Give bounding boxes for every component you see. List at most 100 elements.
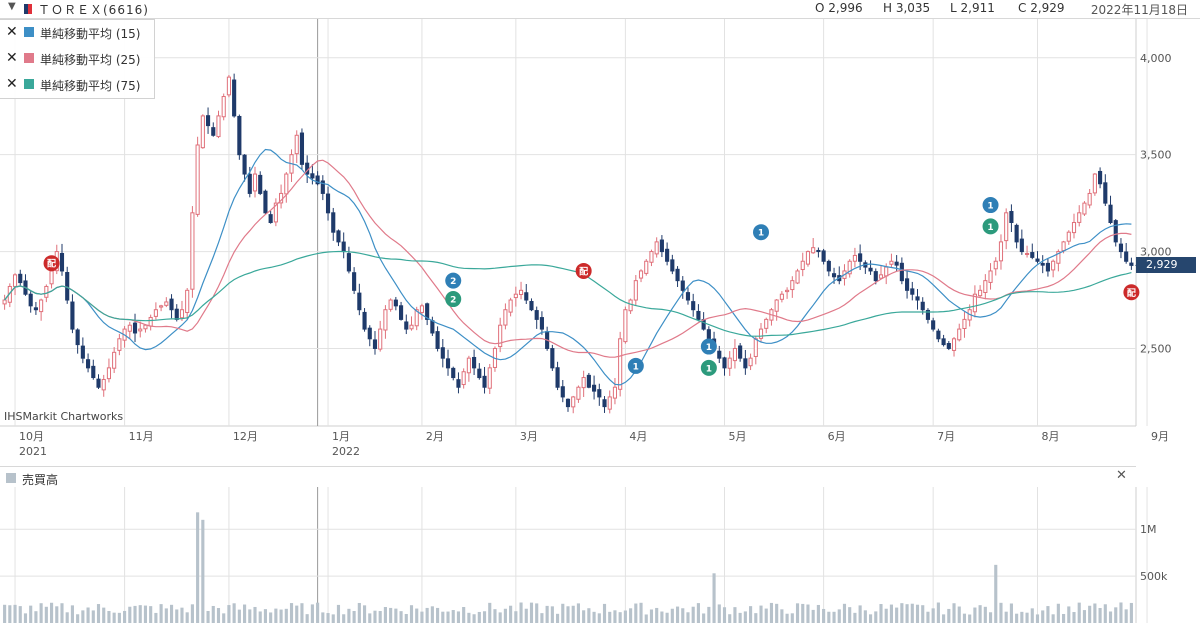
volume-bar bbox=[749, 606, 753, 623]
candle-body bbox=[451, 367, 456, 379]
candle-body bbox=[685, 292, 691, 301]
volume-bar bbox=[196, 512, 200, 623]
candle-body bbox=[86, 359, 91, 369]
volume-bar bbox=[968, 614, 972, 623]
candle-body bbox=[665, 248, 670, 262]
candle-body bbox=[623, 309, 628, 343]
candle-body bbox=[367, 327, 372, 340]
volume-bar bbox=[618, 612, 622, 623]
candle-body bbox=[315, 175, 320, 185]
candle-body bbox=[555, 367, 560, 388]
volume-swatch bbox=[6, 473, 16, 483]
signal-marker bbox=[700, 338, 717, 355]
candle-body bbox=[1092, 173, 1097, 194]
volume-bar bbox=[60, 603, 64, 623]
candle-body bbox=[320, 180, 325, 194]
volume-bar bbox=[978, 605, 982, 623]
volume-bar bbox=[362, 605, 367, 623]
y-tick-label: 3,500 bbox=[1140, 149, 1172, 162]
volume-bar bbox=[733, 607, 737, 623]
volume-bar bbox=[806, 604, 810, 623]
candle-body bbox=[868, 267, 873, 272]
candle-body bbox=[931, 320, 936, 330]
volume-bar bbox=[775, 603, 779, 623]
volume-bar bbox=[420, 611, 424, 623]
remove-indicator-icon[interactable]: ✕ bbox=[6, 50, 18, 66]
candle-body bbox=[1077, 212, 1082, 223]
candle-body bbox=[831, 273, 837, 278]
volume-bar bbox=[128, 606, 132, 623]
volume-bar bbox=[49, 602, 54, 623]
candle-body bbox=[1024, 253, 1030, 256]
candle-body bbox=[925, 309, 931, 320]
candle-body bbox=[185, 289, 190, 313]
candle-body bbox=[179, 309, 185, 319]
volume-bar bbox=[889, 604, 893, 623]
candle-body bbox=[226, 76, 231, 96]
candle-body bbox=[889, 260, 894, 265]
volume-bar bbox=[655, 607, 659, 623]
close-icon[interactable]: ✕ bbox=[1116, 468, 1127, 483]
volume-bar bbox=[436, 607, 440, 623]
candle-body bbox=[805, 251, 811, 265]
volume-bar bbox=[675, 606, 680, 623]
volume-bar bbox=[957, 606, 961, 623]
volume-bar bbox=[1093, 603, 1097, 623]
candle-body bbox=[425, 303, 430, 320]
candle-body bbox=[80, 345, 85, 359]
volume-bar bbox=[936, 602, 940, 623]
candle-body bbox=[362, 311, 367, 330]
volume-bar bbox=[738, 612, 742, 623]
volume-bar bbox=[660, 611, 664, 623]
high-value: H 3,035 bbox=[883, 1, 931, 15]
candle-body bbox=[748, 357, 753, 367]
candle-body bbox=[1071, 222, 1077, 234]
remove-indicator-icon[interactable]: ✕ bbox=[6, 76, 18, 92]
volume-bar bbox=[1077, 602, 1081, 623]
candle-body bbox=[461, 371, 466, 386]
x-tick-label: 9月 bbox=[1151, 430, 1169, 443]
candle-body bbox=[294, 134, 299, 155]
signal-marker bbox=[1123, 284, 1140, 301]
volume-bar bbox=[472, 614, 476, 623]
candle-body bbox=[1066, 231, 1071, 242]
volume-bar bbox=[1067, 606, 1071, 623]
candle-body bbox=[299, 132, 305, 165]
volume-bar bbox=[211, 605, 215, 623]
candle-body bbox=[456, 379, 461, 388]
volume-bar bbox=[164, 608, 168, 623]
candle-body bbox=[513, 293, 518, 299]
volume-bar bbox=[519, 602, 523, 623]
volume-bar bbox=[1035, 614, 1040, 623]
volume-bar bbox=[691, 606, 695, 623]
collapse-triangle-icon[interactable]: ▼ bbox=[8, 1, 16, 12]
y-tick-label: 4,000 bbox=[1140, 52, 1172, 65]
volume-bar bbox=[467, 612, 471, 623]
volume-bar bbox=[1020, 611, 1024, 623]
candle-body bbox=[70, 301, 75, 330]
volume-bar bbox=[1025, 612, 1029, 623]
candle-body bbox=[779, 293, 784, 300]
volume-bar bbox=[399, 611, 403, 623]
symbol-label: ＴＯＲＥＸ(6616) bbox=[38, 3, 149, 17]
candle-body bbox=[96, 378, 101, 388]
volume-bar bbox=[404, 613, 408, 623]
volume-bar bbox=[597, 613, 601, 623]
candle-body bbox=[143, 324, 148, 330]
candle-body bbox=[1118, 243, 1124, 253]
volume-bar bbox=[983, 606, 987, 623]
volume-bar bbox=[133, 605, 137, 623]
remove-indicator-icon[interactable]: ✕ bbox=[6, 24, 18, 40]
candle-body bbox=[894, 261, 899, 266]
volume-bar bbox=[785, 613, 789, 623]
candle-body bbox=[65, 272, 70, 301]
volume-bar bbox=[8, 605, 12, 623]
candle-body bbox=[696, 310, 701, 320]
chart-date: 2022年11月18日 bbox=[1090, 3, 1188, 17]
volume-bar bbox=[394, 608, 398, 623]
candle-body bbox=[550, 348, 555, 369]
volume-bar bbox=[352, 610, 356, 623]
volume-bar bbox=[503, 608, 507, 623]
volume-bar bbox=[665, 612, 669, 623]
